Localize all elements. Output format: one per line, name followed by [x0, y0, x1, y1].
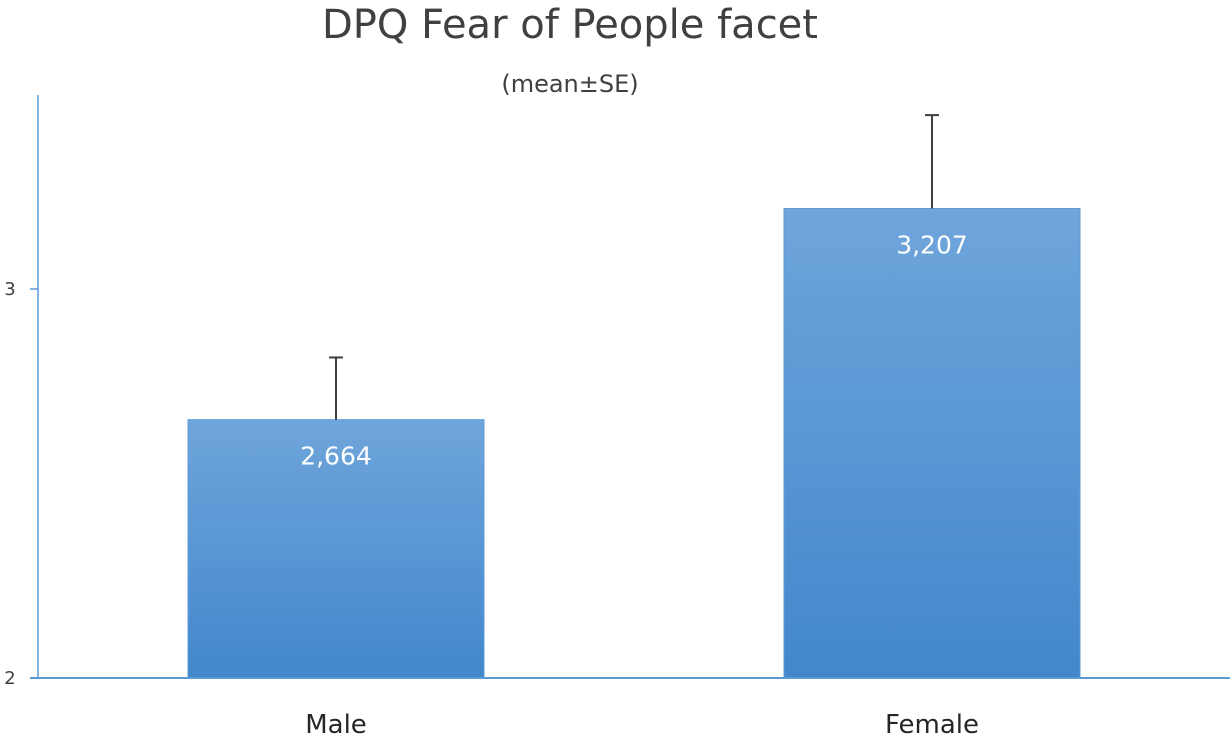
- chart-subtitle: (mean±SE): [501, 70, 638, 98]
- bar-female: [783, 207, 1081, 679]
- data-label-male: 2,664: [300, 442, 372, 471]
- axes-layer: [30, 95, 1230, 679]
- bar-male: [187, 419, 485, 679]
- data-label-female: 3,207: [896, 230, 968, 259]
- labels-layer: 2,664 Male 3,207 Female 2 3: [4, 230, 979, 736]
- error-bars-layer: [329, 114, 939, 420]
- bars-layer: [187, 207, 1081, 679]
- x-tick-label-female: Female: [885, 710, 979, 736]
- chart-title: DPQ Fear of People facet: [322, 2, 818, 48]
- y-tick-label-3: 3: [4, 279, 15, 300]
- y-tick-label-2: 2: [4, 668, 15, 689]
- x-tick-label-male: Male: [305, 710, 367, 736]
